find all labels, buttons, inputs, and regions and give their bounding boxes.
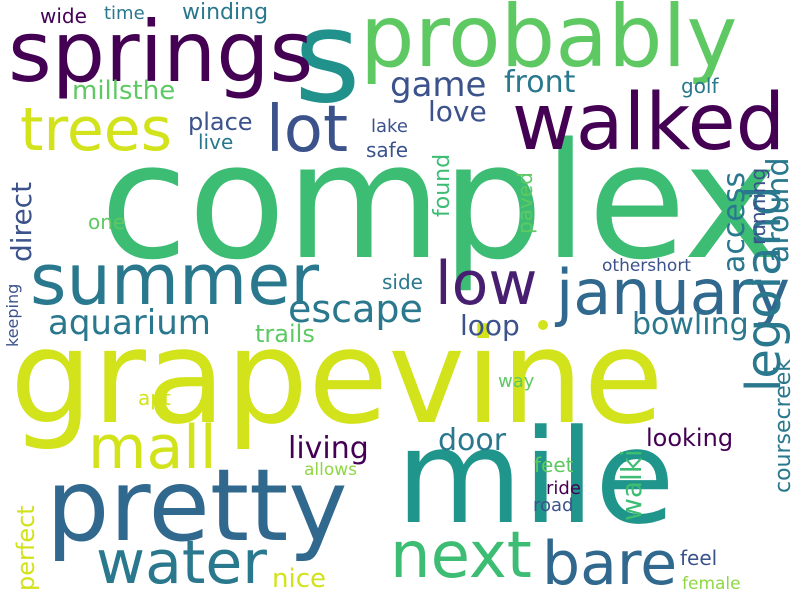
word-aquarium: aquarium: [48, 303, 211, 343]
word-january: january: [556, 256, 790, 329]
word-lot: lot: [266, 93, 349, 167]
word-winding: winding: [182, 0, 269, 25]
word-pretty: pretty: [46, 447, 348, 564]
word-walki: walki: [615, 449, 648, 521]
word-mile: mile: [396, 401, 675, 553]
word-wide: wide: [40, 4, 87, 28]
word-feel: feel: [680, 546, 718, 570]
word-way: way: [498, 371, 535, 392]
word-looking: looking: [646, 424, 734, 452]
word-road: road: [533, 495, 574, 516]
word-ride: ride: [546, 478, 581, 499]
word-mall: mall: [88, 413, 217, 483]
word-golf: golf: [681, 74, 719, 98]
word-loop: loop: [460, 309, 520, 342]
word-found: found: [430, 153, 455, 217]
word-game: game: [390, 65, 487, 105]
word-keeping: keeping: [3, 283, 22, 347]
word-apt: apt: [138, 386, 171, 410]
word-front: front: [504, 65, 576, 100]
word-one: one: [88, 210, 126, 234]
word-summer: summer: [30, 239, 320, 321]
word-water: water: [96, 528, 267, 598]
word-nice: nice: [272, 564, 326, 594]
word-living: living: [288, 431, 369, 466]
word-bowling: bowling: [632, 307, 749, 342]
dot-mark: [538, 320, 548, 330]
word-love: love: [428, 95, 487, 128]
word-feet: feet: [534, 453, 574, 477]
word-female: female: [682, 574, 741, 594]
word-othershort: othershort: [602, 256, 691, 276]
word-live: live: [198, 130, 234, 154]
word-perfect: perfect: [12, 505, 40, 591]
word-walked: walked: [512, 78, 786, 168]
word-s: s: [294, 0, 361, 132]
word-door: door: [438, 423, 507, 458]
word-safe: safe: [366, 138, 409, 162]
word-trees: trees: [20, 95, 172, 165]
word-side: side: [382, 270, 423, 294]
word-millsthe: millsthe: [72, 76, 176, 106]
word-probably: probably: [360, 0, 738, 87]
word-low: low: [435, 249, 538, 319]
word-allows: allows: [304, 460, 358, 480]
word-paved: paved: [513, 172, 537, 234]
word-next: next: [390, 519, 532, 593]
word-coursecreek: coursecreek: [771, 358, 796, 493]
word-running: running: [746, 167, 770, 245]
word-place: place: [188, 108, 253, 136]
word-springs: springs: [8, 3, 314, 101]
word-trails: trails: [255, 320, 315, 348]
word-time: time: [104, 3, 145, 24]
word-lake: lake: [371, 116, 408, 137]
word-bare: bare: [542, 529, 678, 599]
word-direct: direct: [5, 181, 38, 262]
word-grapevine: grapevine: [10, 301, 664, 453]
word-complex: complex: [100, 108, 779, 295]
word-escape: escape: [288, 287, 423, 331]
